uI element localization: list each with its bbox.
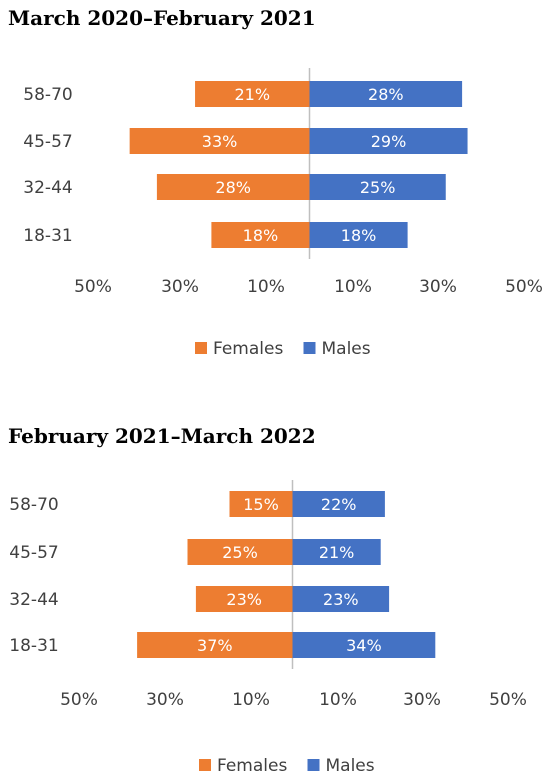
chart-2: 58-70 15% 22% 45-57 25% 21% 32-44 23% 23% 18-31 37…: [9, 480, 527, 776]
bar-males: [309, 222, 408, 248]
category-label: 32-44: [9, 590, 58, 610]
x-tick-label: 50%: [505, 277, 543, 297]
bar-males: [309, 174, 446, 200]
category-label: 18-31: [9, 636, 58, 656]
bar-males: [309, 81, 463, 107]
legend-swatch-males: [307, 759, 320, 771]
x-tick-label: 10%: [232, 690, 270, 710]
bar-females: [195, 586, 293, 612]
data-label: 22%: [321, 495, 357, 514]
data-label: 18%: [243, 226, 279, 245]
chart-title-1: March 2020–February 2021: [8, 6, 316, 30]
legend-swatch-females: [199, 759, 211, 771]
bar-females: [211, 222, 310, 248]
legend-label-females: Females: [217, 756, 287, 776]
data-label: 28%: [368, 85, 404, 104]
bar-females: [229, 491, 293, 517]
data-label: 21%: [319, 543, 355, 562]
x-tick-label: 10%: [334, 277, 372, 297]
chart-title-2: February 2021–March 2022: [8, 424, 316, 448]
bar-males: [309, 128, 468, 154]
category-label: 45-57: [23, 132, 72, 152]
x-tick-label: 50%: [60, 690, 98, 710]
data-label: 29%: [371, 132, 407, 151]
data-label: 34%: [346, 636, 382, 655]
bar-males: [292, 539, 381, 565]
x-tick-label: 30%: [161, 277, 199, 297]
category-label: 18-31: [23, 226, 72, 246]
bar-females: [129, 128, 310, 154]
x-tick-label: 30%: [403, 690, 441, 710]
data-label: 21%: [234, 85, 270, 104]
data-label: 33%: [202, 132, 238, 151]
category-label: 58-70: [23, 85, 72, 105]
bar-males: [292, 586, 390, 612]
x-tick-label: 50%: [489, 690, 527, 710]
x-tick-label: 30%: [419, 277, 457, 297]
legend-swatch-females: [195, 342, 207, 354]
data-label: 18%: [341, 226, 377, 245]
category-label: 45-57: [9, 543, 58, 563]
data-label: 25%: [360, 178, 396, 197]
bar-females: [187, 539, 293, 565]
legend-swatch-males: [303, 342, 316, 354]
data-label: 25%: [222, 543, 258, 562]
x-tick-label: 30%: [146, 690, 184, 710]
category-label: 58-70: [9, 495, 58, 515]
bar-females: [195, 81, 310, 107]
x-tick-label: 50%: [74, 277, 112, 297]
data-label: 23%: [226, 590, 262, 609]
data-label: 15%: [243, 495, 279, 514]
bar-males: [292, 491, 385, 517]
category-label: 32-44: [23, 178, 72, 198]
bar-males: [292, 632, 436, 658]
chart-1: 58-70 21% 28% 45-57 33% 29% 32-44 28% 25% 18-31 18…: [23, 68, 543, 359]
legend-label-females: Females: [213, 339, 283, 359]
data-label: 23%: [323, 590, 359, 609]
x-tick-label: 10%: [247, 277, 285, 297]
legend-label-males: Males: [326, 756, 375, 776]
legend-label-males: Males: [322, 339, 371, 359]
data-label: 28%: [215, 178, 251, 197]
data-label: 37%: [197, 636, 233, 655]
bar-females: [137, 632, 293, 658]
x-tick-label: 10%: [319, 690, 357, 710]
bar-females: [156, 174, 310, 200]
